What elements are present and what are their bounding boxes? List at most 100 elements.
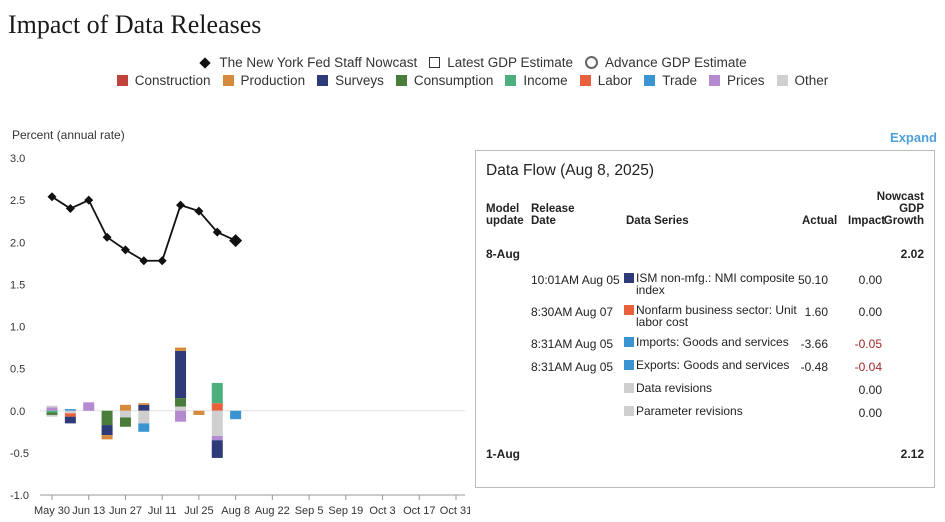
header-model-update: Model update bbox=[486, 203, 524, 227]
x-tick-label: Sep 19 bbox=[328, 505, 363, 517]
y-tick-label: 3.0 bbox=[10, 153, 25, 165]
x-tick-label: Oct 3 bbox=[369, 505, 395, 517]
legend-category-income[interactable]: Income bbox=[505, 73, 568, 88]
y-tick-label: 1.0 bbox=[10, 322, 25, 334]
impact-bar-segment bbox=[138, 423, 150, 432]
series-name[interactable]: Parameter revisions bbox=[636, 404, 743, 418]
page-title: Impact of Data Releases bbox=[8, 10, 262, 39]
header-release-date-line2: Date bbox=[531, 215, 556, 227]
square-icon bbox=[429, 57, 441, 68]
nowcast-point bbox=[176, 200, 186, 210]
legend-label: Construction bbox=[134, 73, 211, 88]
legend-marker-circle[interactable]: Advance GDP Estimate bbox=[585, 55, 747, 70]
legend-label: Prices bbox=[726, 73, 765, 88]
legend-label: Advance GDP Estimate bbox=[605, 55, 747, 70]
impact-value: -0.04 bbox=[854, 360, 882, 374]
impact-value: 0.00 bbox=[858, 383, 882, 397]
series-color-icon bbox=[624, 383, 634, 393]
actual-value: 50.10 bbox=[797, 273, 828, 287]
legend-label: Trade bbox=[662, 73, 697, 88]
series-name[interactable]: Nonfarm business sector: Unit labor cost bbox=[636, 303, 797, 329]
impact-bar-segment bbox=[46, 410, 58, 413]
legend-categories: Construction Production Surveys Consumption… bbox=[0, 73, 945, 88]
nowcast-point bbox=[84, 195, 94, 205]
series-color-icon bbox=[624, 273, 634, 283]
legend-label: Other bbox=[794, 73, 829, 88]
impact-bar-segment bbox=[175, 398, 187, 407]
impact-bar-segment bbox=[138, 404, 150, 411]
model-update-label: 1-Aug bbox=[486, 447, 520, 461]
impact-value: 0.00 bbox=[858, 305, 882, 319]
y-tick-label: -1.0 bbox=[10, 490, 29, 502]
x-tick-label: Jul 11 bbox=[148, 505, 177, 517]
expand-link[interactable]: Expand bbox=[890, 130, 937, 145]
x-tick-label: Sep 5 bbox=[295, 505, 324, 517]
header-release-date: Release Date bbox=[531, 203, 574, 227]
nowcast-point bbox=[212, 227, 222, 237]
data-flow-title: Data Flow (Aug 8, 2025) bbox=[486, 162, 655, 179]
legend-category-other[interactable]: Other bbox=[776, 73, 829, 88]
diamond-icon bbox=[199, 56, 212, 69]
impact-bar-segment bbox=[64, 413, 76, 417]
nowcast-point bbox=[65, 204, 75, 214]
impact-value: 0.00 bbox=[858, 406, 882, 420]
impact-value: 0.00 bbox=[858, 273, 882, 287]
header-nowcast-line1: Nowcast bbox=[876, 191, 924, 203]
series-name[interactable]: Imports: Goods and services bbox=[636, 335, 789, 349]
nowcast-point bbox=[47, 192, 57, 202]
impact-bar-segment bbox=[175, 410, 187, 422]
legend-category-consumption[interactable]: Consumption bbox=[395, 73, 493, 88]
series-color-icon bbox=[624, 305, 634, 315]
circle-icon bbox=[585, 56, 599, 69]
impact-bar-segment bbox=[119, 404, 131, 411]
series-name[interactable]: Data revisions bbox=[636, 381, 713, 395]
impact-value: -0.05 bbox=[854, 337, 882, 351]
impact-bar-segment bbox=[211, 403, 223, 411]
legend-category-production[interactable]: Production bbox=[222, 73, 306, 88]
legend-marker-diamond[interactable]: The New York Fed Staff Nowcast bbox=[198, 55, 417, 70]
series-name[interactable]: Exports: Goods and services bbox=[636, 358, 790, 372]
x-tick-label: Aug 22 bbox=[255, 505, 290, 517]
legend-label: Income bbox=[523, 73, 568, 88]
impact-bar-segment bbox=[46, 405, 58, 408]
impact-bar-segment bbox=[46, 414, 58, 417]
impact-bar-segment bbox=[64, 409, 76, 411]
impact-bar-segment bbox=[101, 435, 113, 440]
header-impact: Impact bbox=[848, 215, 886, 227]
legend-category-trade[interactable]: Trade bbox=[644, 73, 697, 88]
legend-label: Labor bbox=[597, 73, 633, 88]
series-color-icon bbox=[624, 406, 634, 416]
impact-bar-segment bbox=[193, 410, 205, 415]
header-nowcast-line2: GDP bbox=[899, 203, 924, 215]
legend-label: Production bbox=[240, 73, 306, 88]
legend-category-prices[interactable]: Prices bbox=[708, 73, 765, 88]
release-date: 8:31AM Aug 05 bbox=[531, 360, 614, 374]
header-actual: Actual bbox=[802, 215, 838, 227]
series-name[interactable]: ISM non-mfg.: NMI composite index bbox=[636, 271, 795, 297]
color-swatch-icon bbox=[317, 75, 329, 86]
legend-category-labor[interactable]: Labor bbox=[579, 73, 633, 88]
color-swatch-icon bbox=[579, 75, 591, 86]
color-swatch-icon bbox=[644, 75, 656, 86]
legend-category-surveys[interactable]: Surveys bbox=[317, 73, 384, 88]
legend-category-construction[interactable]: Construction bbox=[116, 73, 211, 88]
x-tick-label: Aug 8 bbox=[221, 505, 250, 517]
header-data-series: Data Series bbox=[626, 215, 689, 227]
nowcast-point bbox=[229, 234, 243, 248]
color-swatch-icon bbox=[505, 75, 517, 86]
nowcast-value: 2.12 bbox=[900, 447, 924, 461]
data-flow-panel: Data Flow (Aug 8, 2025) Model update Rel… bbox=[475, 150, 935, 488]
impact-bar-segment bbox=[64, 416, 76, 424]
x-tick-label: Jul 25 bbox=[184, 505, 213, 517]
color-swatch-icon bbox=[708, 75, 720, 86]
series-color-icon bbox=[624, 337, 634, 347]
legend-label: The New York Fed Staff Nowcast bbox=[219, 55, 418, 70]
impact-bar-segment bbox=[175, 350, 187, 399]
y-tick-label: 0.5 bbox=[10, 364, 25, 376]
legend-marker-square[interactable]: Latest GDP Estimate bbox=[429, 55, 573, 70]
impact-bar-segment bbox=[101, 410, 113, 426]
release-date: 10:01AM Aug 05 bbox=[531, 273, 620, 287]
impact-bar-segment bbox=[138, 410, 150, 424]
x-tick-label: Oct 31 bbox=[440, 505, 470, 517]
impact-bar-segment bbox=[46, 407, 58, 411]
